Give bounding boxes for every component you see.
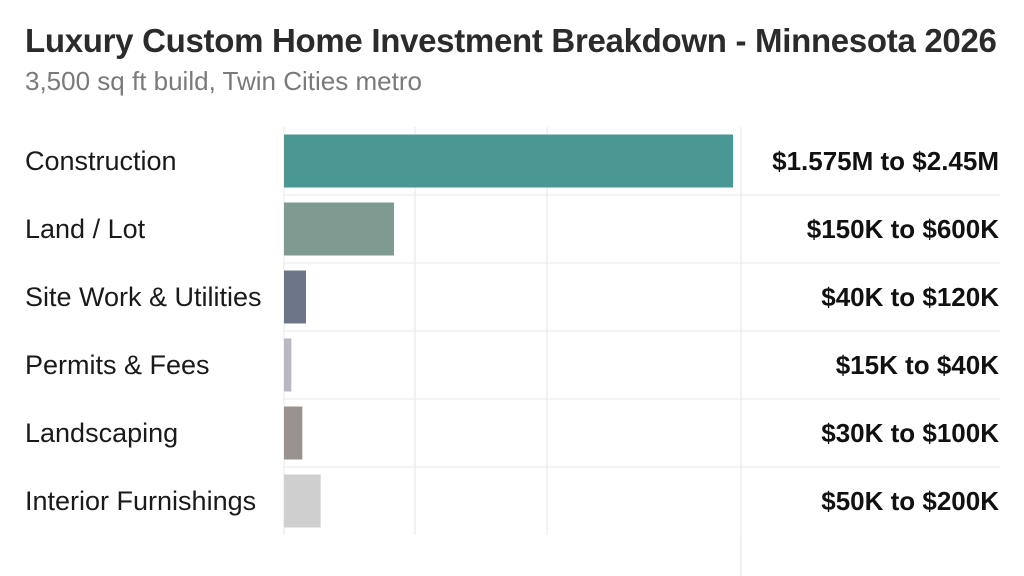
category-label: Interior Furnishings: [25, 486, 256, 516]
bar: [284, 474, 321, 528]
category-label: Landscaping: [25, 418, 178, 448]
value-label: $15K to $40K: [836, 350, 1000, 380]
bar: [284, 338, 292, 392]
bar: [284, 202, 394, 256]
value-label: $30K to $100K: [821, 418, 999, 448]
chart-subtitle: 3,500 sq ft build, Twin Cities metro: [25, 66, 422, 96]
value-label: $150K to $600K: [807, 214, 999, 244]
bar: [284, 270, 306, 324]
category-label: Permits & Fees: [25, 350, 210, 380]
value-label: $1.575M to $2.45M: [772, 146, 999, 176]
bar: [284, 134, 733, 188]
value-label: $50K to $200K: [821, 486, 999, 516]
chart-title: Luxury Custom Home Investment Breakdown …: [25, 22, 997, 59]
bar: [284, 406, 303, 460]
category-label: Site Work & Utilities: [25, 282, 262, 312]
value-label: $40K to $120K: [821, 282, 999, 312]
category-label: Construction: [25, 146, 177, 176]
category-label: Land / Lot: [25, 214, 146, 244]
